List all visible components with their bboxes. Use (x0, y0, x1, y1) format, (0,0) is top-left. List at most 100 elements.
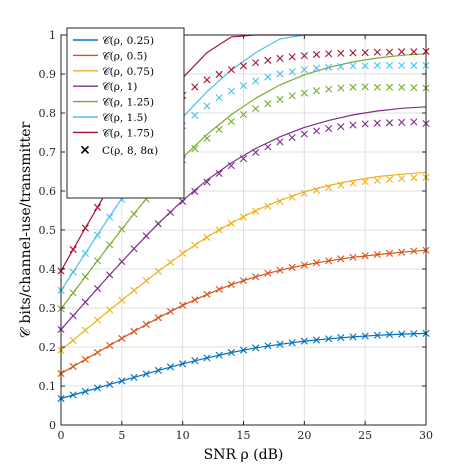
data-point-marker (130, 245, 138, 253)
data-point-marker (215, 226, 223, 234)
data-point-marker (325, 335, 333, 343)
data-point-marker (118, 377, 126, 385)
data-point-marker (288, 263, 296, 272)
data-point-marker (239, 213, 248, 221)
data-point-marker (81, 387, 89, 396)
data-point-marker (106, 306, 114, 314)
data-point-marker (215, 125, 223, 133)
data-point-marker (373, 250, 381, 259)
data-point-marker (252, 105, 260, 113)
y-axis-title: 𝒞 bits/channel-use/transmitter (18, 121, 34, 338)
data-point-marker (264, 73, 272, 81)
data-point-marker (300, 66, 308, 74)
series-markers (57, 47, 430, 403)
data-point-marker (130, 373, 138, 382)
data-point-marker (264, 202, 272, 210)
data-point-marker (276, 138, 284, 146)
y-tick-label: 0.6 (39, 185, 57, 198)
data-point-marker (398, 174, 406, 183)
data-point-marker (191, 241, 199, 249)
data-point-marker (325, 257, 333, 265)
data-point-marker (154, 220, 162, 228)
data-point-marker (252, 344, 260, 352)
y-tick-label: 0 (49, 419, 56, 432)
data-point-marker (191, 187, 199, 195)
data-point-marker (118, 334, 126, 343)
data-point-marker (325, 125, 333, 133)
data-point-marker (361, 252, 369, 260)
data-point-marker (142, 370, 150, 378)
y-tick-label: 0.3 (39, 302, 57, 315)
data-point-marker (154, 267, 162, 275)
data-point-marker (349, 121, 357, 129)
data-point-marker (373, 176, 381, 185)
data-point-marker (81, 249, 89, 257)
data-point-marker (337, 334, 345, 342)
data-point-marker (142, 277, 150, 285)
data-point-marker (191, 144, 199, 153)
data-point-marker (349, 253, 357, 261)
data-point-marker (118, 296, 126, 304)
legend: 𝒞(ρ, 0.25) 𝒞(ρ, 0.5) 𝒞(ρ, 0.75) 𝒞(ρ, 1) 𝒞(ρ,… (66, 27, 185, 199)
data-point-marker (179, 360, 187, 368)
data-point-marker (81, 298, 89, 306)
legend-label: 𝒞(ρ, 1.5) (102, 112, 147, 124)
data-point-marker (325, 50, 333, 58)
y-tick-label: 0.1 (39, 380, 57, 393)
data-point-marker (239, 346, 248, 354)
data-point-marker (179, 301, 187, 309)
data-point-marker (93, 284, 102, 293)
data-point-marker (93, 348, 102, 357)
data-point-marker (385, 249, 394, 257)
data-point-marker (312, 186, 321, 194)
data-point-marker (410, 84, 418, 92)
data-point-marker (361, 120, 369, 128)
data-point-marker (288, 193, 296, 201)
legend-label: 𝒞(ρ, 1.25) (102, 97, 154, 109)
x-tick-label: 10 (176, 429, 190, 442)
data-point-marker (215, 94, 223, 102)
data-point-marker (106, 380, 114, 389)
data-point-marker (398, 330, 406, 338)
data-point-marker (130, 286, 138, 295)
data-point-marker (69, 312, 77, 320)
legend-label: 𝒞(ρ, 1.75) (102, 127, 154, 139)
data-point-marker (398, 118, 406, 126)
data-point-marker (349, 179, 357, 187)
data-point-marker (203, 178, 211, 186)
data-point-marker (203, 354, 211, 362)
data-point-marker (154, 314, 162, 322)
data-point-marker (373, 331, 381, 339)
data-point-marker (252, 207, 260, 215)
data-point-marker (373, 119, 381, 127)
data-point-marker (410, 118, 418, 126)
data-point-marker (410, 174, 418, 182)
data-point-marker (215, 351, 223, 359)
data-point-marker (312, 127, 321, 135)
data-point-marker (300, 261, 308, 269)
data-point-marker (239, 277, 248, 285)
data-point-marker (179, 197, 187, 206)
data-point-marker (349, 62, 357, 70)
legend-label: 𝒞(ρ, 0.75) (102, 66, 154, 78)
data-point-marker (337, 181, 345, 189)
y-tick-label: 0.7 (39, 146, 57, 159)
legend-box (66, 27, 185, 199)
data-point-marker (69, 245, 77, 254)
data-point-marker (106, 341, 114, 350)
data-point-marker (142, 320, 150, 328)
data-point-marker (264, 269, 272, 277)
data-point-marker (118, 258, 126, 266)
data-point-marker (410, 247, 418, 255)
data-point-marker (349, 333, 357, 341)
data-point-marker (361, 62, 369, 70)
data-point-marker (385, 119, 394, 127)
data-point-marker (69, 289, 77, 297)
data-point-marker (142, 232, 150, 240)
data-point-marker (361, 48, 369, 57)
data-point-marker (385, 175, 394, 183)
data-point-marker (227, 281, 235, 289)
x-tick-label: 25 (358, 429, 372, 442)
